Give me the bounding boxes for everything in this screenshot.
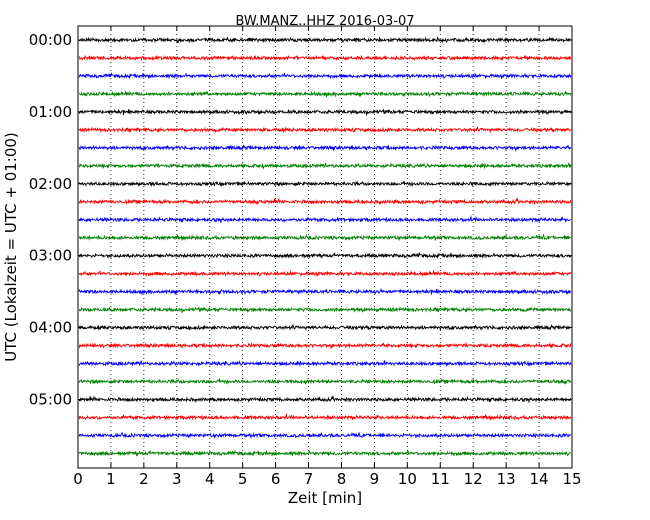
y-tick-label-1: 01:00: [29, 103, 72, 121]
trace-0315: [78, 269, 572, 278]
x-axis-label: Zeit [min]: [288, 489, 362, 507]
y-tick-label-0: 00:00: [29, 31, 72, 49]
x-tick-label-13: 13: [497, 470, 516, 488]
trace-0345: [78, 306, 572, 314]
x-tick-label-6: 6: [271, 470, 281, 488]
y-tick-label-4: 04:00: [29, 319, 72, 337]
trace-0445: [78, 378, 572, 385]
trace-0145: [78, 162, 572, 170]
x-tick-label-14: 14: [530, 470, 549, 488]
y-tick-label-3: 03:00: [29, 247, 72, 265]
trace-0100: [78, 108, 572, 117]
trace-0530: [78, 431, 572, 439]
trace-0045: [78, 90, 572, 98]
x-tick-label-11: 11: [431, 470, 450, 488]
chart-title: BW.MANZ..HHZ 2016-03-07: [235, 14, 414, 29]
trace-0115: [78, 126, 572, 134]
y-axis-label: UTC (Lokalzeit = UTC + 01:00): [2, 132, 20, 362]
x-tick-label-9: 9: [370, 470, 380, 488]
trace-0200: [78, 180, 572, 188]
trace-0500: [78, 395, 572, 403]
x-tick-label-5: 5: [238, 470, 248, 488]
trace-0515: [78, 412, 572, 421]
x-axis-ticks: 0 1 2 3 4 5 6 7 8 9 10 11 12 13 14 15: [73, 26, 582, 488]
trace-0545: [78, 449, 572, 457]
trace-0230: [78, 215, 572, 224]
x-tick-label-3: 3: [172, 470, 182, 488]
trace-0245: [78, 233, 572, 242]
trace-0415: [78, 342, 572, 350]
x-tick-label-15: 15: [562, 470, 581, 488]
plot-frame: [77, 25, 573, 469]
trace-0130: [78, 144, 572, 152]
x-tick-label-10: 10: [398, 470, 417, 488]
x-tick-label-2: 2: [139, 470, 149, 488]
trace-0300: [78, 251, 572, 260]
trace-0400: [78, 323, 572, 332]
y-axis-ticks: 00:00 01:00 02:00 03:00 04:00 05:00: [29, 31, 572, 409]
trace-0015: [78, 54, 572, 62]
grid-lines: [110, 26, 540, 468]
trace-0030: [78, 72, 572, 80]
y-tick-label-5: 05:00: [29, 391, 72, 409]
x-tick-label-0: 0: [73, 470, 83, 488]
x-tick-label-12: 12: [464, 470, 483, 488]
y-tick-label-2: 02:00: [29, 175, 72, 193]
x-tick-label-1: 1: [106, 470, 116, 488]
trace-0430: [78, 360, 572, 367]
trace-0330: [78, 287, 572, 296]
trace-0215: [78, 197, 572, 206]
trace-0000: [78, 36, 572, 44]
x-tick-label-8: 8: [337, 470, 347, 488]
x-tick-label-4: 4: [205, 470, 215, 488]
seismic-traces: [78, 36, 572, 457]
x-tick-label-7: 7: [304, 470, 314, 488]
